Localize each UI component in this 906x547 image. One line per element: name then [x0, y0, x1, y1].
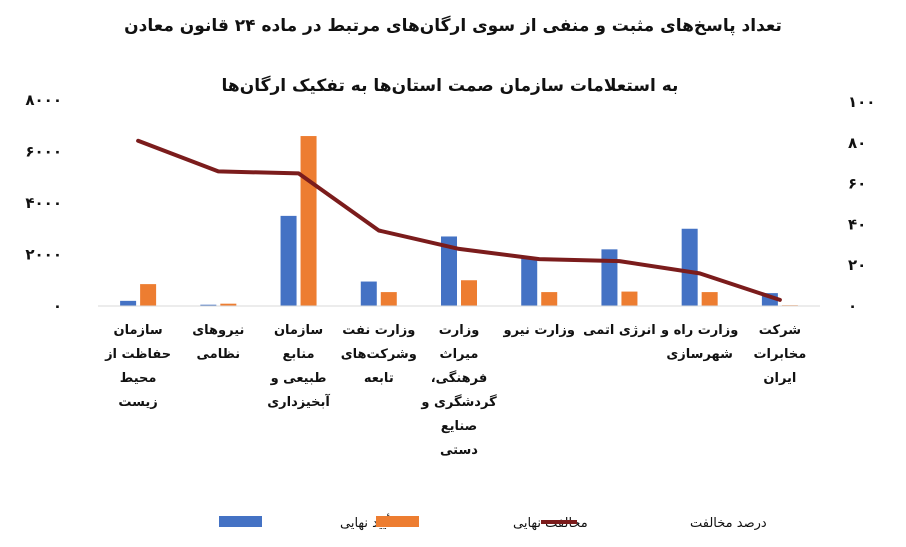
chart-subtitle: به استعلامات سازمان صمت استان‌ها به تفکی… [222, 75, 679, 96]
bar-approval [200, 304, 217, 306]
bar-approval [120, 300, 137, 306]
category-labels: سازمان حفاظت از محیط زیست نیروهای نظامی سازمان… [104, 323, 806, 458]
bar-opposition [701, 292, 718, 306]
bar-opposition [541, 292, 558, 306]
right-tick-label: ۶۰ [848, 175, 866, 193]
bar-opposition [621, 291, 638, 306]
right-tick-label: ۴۰ [848, 215, 866, 233]
legend-label: درصد مخالفت [690, 516, 767, 531]
bar-opposition [300, 136, 317, 306]
bar-opposition [461, 280, 477, 306]
bar-approval [280, 215, 297, 306]
line-series-group [136, 138, 782, 302]
bar-approval [360, 281, 377, 306]
bar-approval [601, 249, 618, 306]
bar-opposition [380, 292, 397, 306]
left-axis: ۰ ۲۰۰۰ ۴۰۰۰ ۶۰۰۰ ۸۰۰۰ [25, 91, 62, 315]
right-tick-label: ۱۰۰ [848, 93, 875, 111]
category-label: سازمان منابع طبیعی و آبخیزداری [267, 323, 330, 410]
category-label: وزارت نفت وشرکت‌های تابعه [341, 323, 417, 386]
bar-opposition [140, 284, 157, 306]
left-tick-label: ۰ [53, 297, 62, 315]
right-axis: ۰ ۲۰ ۴۰ ۶۰ ۸۰ ۱۰۰ [848, 93, 875, 315]
left-tick-label: ۶۰۰۰ [25, 143, 62, 161]
category-label: شرکت مخابرات ایران [753, 323, 806, 386]
category-label: سازمان حفاظت از محیط زیست [104, 323, 171, 410]
bar-opposition [220, 303, 237, 306]
left-tick-label: ۲۰۰۰ [25, 246, 62, 264]
category-label: وزارت نیرو [502, 323, 574, 338]
bar-approval [521, 257, 538, 306]
bar-approval [441, 236, 457, 306]
right-tick-label: ۸۰ [848, 134, 866, 152]
left-tick-label: ۴۰۰۰ [25, 194, 62, 212]
right-tick-label: ۰ [848, 297, 857, 315]
right-tick-label: ۲۰ [848, 256, 866, 274]
left-tick-label: ۸۰۰۰ [25, 91, 62, 109]
category-label: وزارت راه و شهرسازی [660, 323, 738, 362]
category-label: وزارت میراث فرهنگی، گردشگری و صنایع دستی [420, 323, 497, 458]
chart-title: تعداد پاسخ‌های مثبت و منفی از سوی ارگان‌… [124, 15, 782, 36]
legend-swatch [219, 516, 262, 527]
bar-approval [681, 228, 698, 306]
bars-group [120, 136, 798, 306]
legend-swatch [376, 516, 419, 527]
category-label: انرژی اتمی [583, 323, 656, 338]
category-label: نیروهای نظامی [192, 323, 244, 362]
